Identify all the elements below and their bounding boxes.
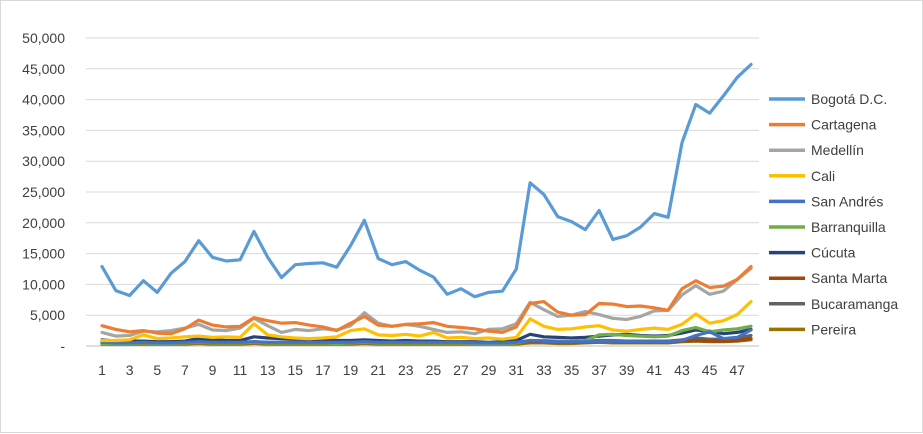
gridlines xyxy=(86,37,759,347)
series-line-1 xyxy=(100,264,753,336)
legend-label: Medellín xyxy=(811,142,864,158)
y-tick-label: 35,000 xyxy=(22,122,65,138)
x-tick-label: 25 xyxy=(426,362,442,378)
legend-label: Cartagena xyxy=(811,117,877,133)
x-tick-label: 7 xyxy=(181,362,189,378)
y-tick-label: 10,000 xyxy=(22,276,65,292)
x-tick-label: 3 xyxy=(126,362,134,378)
x-tick-label: 21 xyxy=(370,362,386,378)
x-tick-label: 17 xyxy=(315,362,331,378)
x-tick-label: 11 xyxy=(233,362,248,378)
y-tick-label: 30,000 xyxy=(22,153,65,169)
y-tick-label: 20,000 xyxy=(22,215,65,231)
series-line-0 xyxy=(100,62,753,299)
x-tick-label: 31 xyxy=(508,362,524,378)
y-tick-label: 25,000 xyxy=(22,184,65,200)
x-tick-label: 37 xyxy=(591,362,607,378)
legend-label: Cúcuta xyxy=(811,245,856,261)
x-tick-label: 9 xyxy=(209,362,217,378)
series-line-2 xyxy=(100,266,753,338)
y-tick-label: 50,000 xyxy=(22,30,65,46)
legend-label: Bucaramanga xyxy=(811,296,898,312)
x-tick-label: 5 xyxy=(153,362,161,378)
legend-label: Santa Marta xyxy=(811,270,887,286)
legend-label: Barranquilla xyxy=(811,219,886,235)
series-lines xyxy=(100,62,753,346)
x-tick-label: 39 xyxy=(619,362,635,378)
x-tick-label: 1 xyxy=(98,362,106,378)
legend-label: Pereira xyxy=(811,321,856,337)
series-line-4 xyxy=(100,328,753,345)
legend-label: San Andrés xyxy=(811,193,883,209)
x-tick-label: 13 xyxy=(260,362,276,378)
x-tick-label: 35 xyxy=(564,362,580,378)
x-tick-label: 29 xyxy=(481,362,497,378)
x-tick-label: 43 xyxy=(674,362,690,378)
x-tick-label: 27 xyxy=(453,362,469,378)
y-tick-label: 45,000 xyxy=(22,61,65,77)
legend-label: Bogotá D.C. xyxy=(811,91,887,107)
series-line-3 xyxy=(100,300,753,343)
x-tick-label: 47 xyxy=(729,362,745,378)
legend: Bogotá D.C. Cartagena Medellín Cali San Andr… xyxy=(769,91,898,337)
x-tick-label: 15 xyxy=(288,362,304,378)
x-tick-label: 23 xyxy=(398,362,414,378)
y-tick-label: 5,000 xyxy=(30,307,65,323)
x-tick-label: 45 xyxy=(702,362,718,378)
y-tick-label: - xyxy=(60,338,65,354)
x-tick-label: 19 xyxy=(343,362,359,378)
y-tick-label: 40,000 xyxy=(22,92,65,108)
x-tick-label: 41 xyxy=(647,362,663,378)
legend-label: Cali xyxy=(811,168,835,184)
x-tick-label: 33 xyxy=(536,362,552,378)
x-axis: 1 3 5 7 9 11 13 15 17 19 21 23 25 27 29 31 33 35 37 39 41 43 4… xyxy=(98,362,745,378)
y-tick-label: 15,000 xyxy=(22,246,65,262)
y-axis: - 5,000 10,000 15,000 20,000 25,000 30,000 35,0… xyxy=(22,30,65,354)
